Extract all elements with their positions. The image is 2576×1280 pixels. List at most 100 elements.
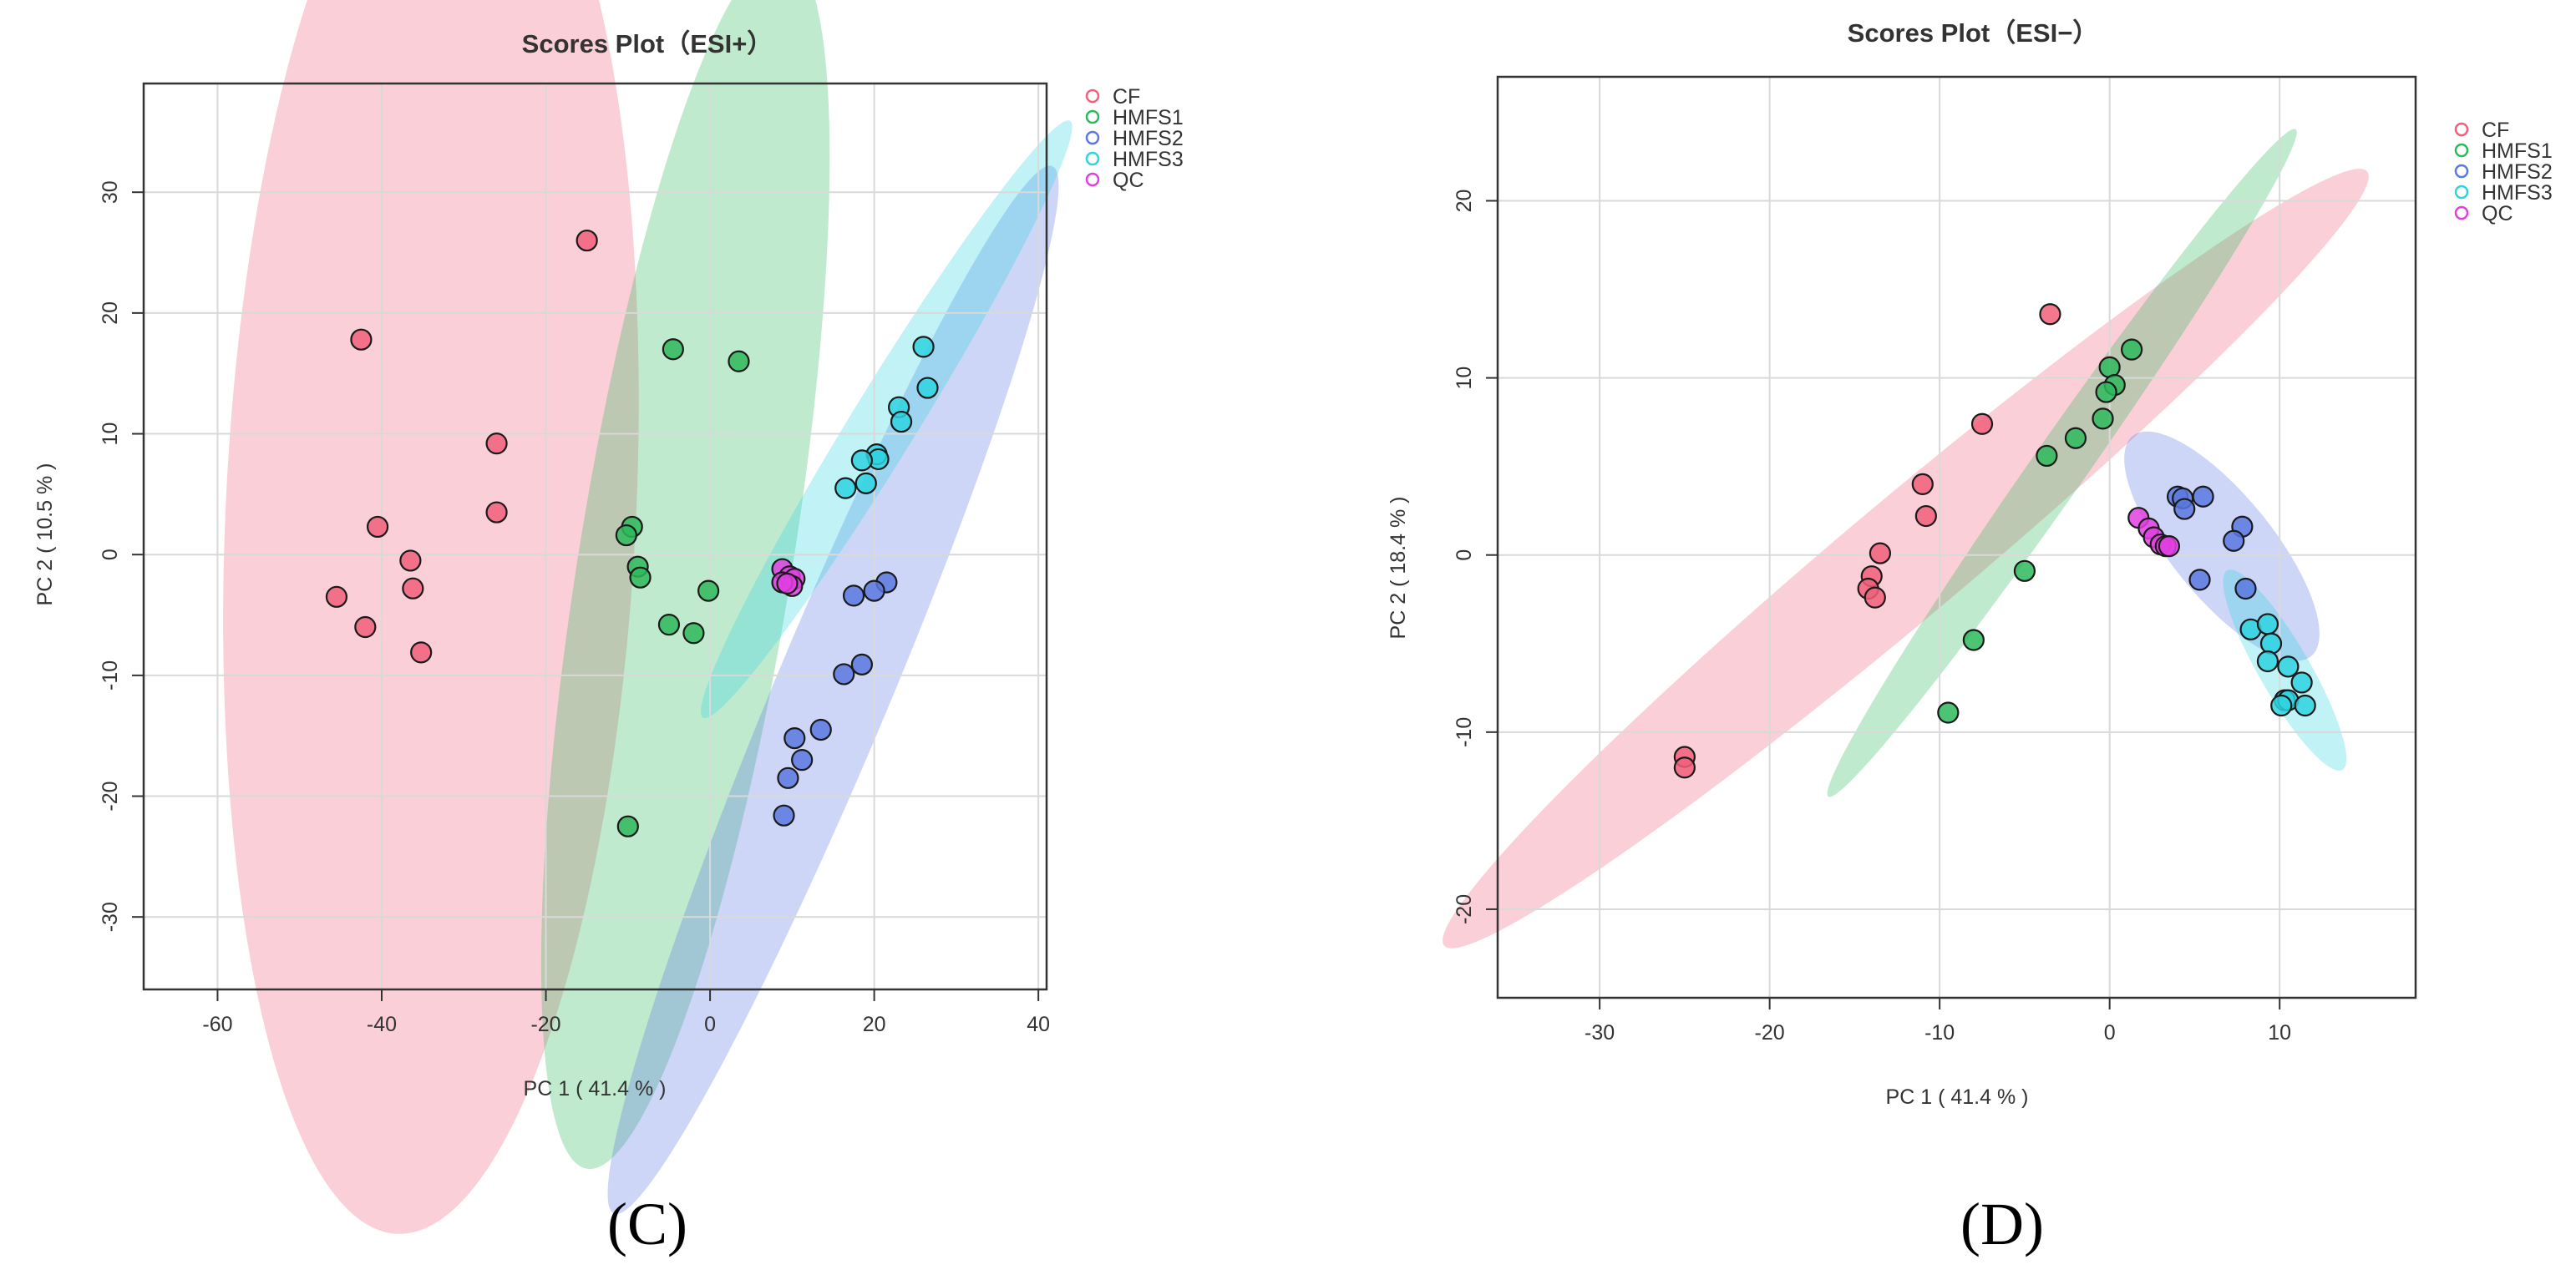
chart-title: Scores Plot（ESI−） [1848,18,2099,48]
x-tick-label: -20 [1755,1021,1785,1045]
legend-marker-hmfs1 [2454,143,2469,158]
x-tick-label: 20 [863,1013,886,1036]
point-hmfs2 [2223,529,2245,552]
point-hmfs1 [2095,381,2117,403]
legend-label-cf: CF [1113,85,1140,109]
x-tick-label: 40 [1027,1013,1050,1036]
point-cf [1911,473,1934,495]
legend-marker-hmfs3 [1085,151,1100,166]
point-hmfs1 [616,815,639,837]
point-hmfs3 [834,477,857,499]
x-tick-label: 10 [2268,1021,2291,1045]
legend-label-hmfs1: HMFS1 [1113,106,1184,129]
point-hmfs1 [1962,629,1985,651]
point-hmfs2 [2188,569,2211,591]
point-hmfs3 [890,410,913,433]
axis-ticks: -30 -20 -10 0 10 -20 -10 0 10 20 [1453,190,2291,1045]
legend-label-hmfs2: HMFS2 [1113,127,1184,150]
point-hmfs3 [2270,694,2293,717]
y-tick-label: -20 [99,781,122,811]
point-cf [354,615,377,639]
point-cf [1673,756,1696,779]
y-tick-label: 0 [99,549,122,560]
y-tick-label: 20 [1453,190,1476,213]
y-tick-label: 10 [1453,367,1476,390]
chart-svg-c: -60 -40 -20 0 20 40 -30 -20 -10 0 10 20 30 Scores Pl… [33,0,1184,1257]
point-hmfs2 [2192,485,2214,508]
legend-label-qc: QC [1113,169,1144,192]
point-hmfs2 [773,804,795,827]
point-hmfs1 [728,350,750,372]
y-tick-label: -30 [99,902,122,932]
point-cf [1869,542,1892,564]
point-hmfs3 [2256,613,2279,635]
point-qc [776,572,799,595]
point-cf [402,577,424,600]
point-cf [410,641,433,664]
point-hmfs2 [863,579,885,602]
panel-caption: (D) [1960,1191,2044,1257]
point-hmfs1 [2064,427,2087,449]
point-hmfs2 [850,653,873,675]
point-cf [1970,412,1994,435]
ellipse-hmfs2 [607,165,1059,1215]
point-hmfs2 [809,718,832,741]
point-hmfs1 [615,524,637,547]
point-hmfs1 [697,579,720,602]
point-hmfs2 [833,663,855,686]
point-hmfs3 [912,336,935,358]
point-hmfs3 [2290,671,2313,694]
point-cf [1914,504,1937,528]
point-hmfs3 [2294,694,2316,717]
y-axis-label: PC 2 ( 18.4 % ) [1387,497,1410,640]
y-axis-label: PC 2 ( 10.5 % ) [33,463,57,606]
point-cf [2039,303,2061,326]
legend-marker-hmfs2 [2454,164,2469,179]
point-cf [325,585,348,608]
legend-label-hmfs3: HMFS3 [1113,148,1184,171]
grid-lines [144,83,1047,989]
point-cf [485,433,508,455]
point-hmfs1 [682,622,705,645]
axis-ticks: -60 -40 -20 0 20 40 -30 -20 -10 0 10 20 30 [99,180,1050,1036]
point-hmfs2 [842,584,865,607]
point-hmfs3 [916,377,939,399]
x-tick-label: -30 [1585,1021,1615,1045]
ellipse-cf [223,0,639,1234]
panel-caption: (C) [607,1191,687,1257]
panel-d-esi-negative: -30 -20 -10 0 10 -20 -10 0 10 20 Scores Plot（ESI−… [1288,0,2576,1276]
point-cf [485,501,508,524]
point-hmfs1 [662,338,684,361]
point-hmfs3 [2277,655,2300,678]
y-tick-label: 20 [99,301,122,325]
legend-marker-qc [2454,205,2469,220]
legend-label-cf: CF [2482,119,2509,142]
point-qc [2158,535,2180,558]
x-tick-label: -10 [1924,1021,1955,1045]
panel-c-esi-positive: -60 -40 -20 0 20 40 -30 -20 -10 0 10 20 30 Scores Pl… [0,0,1288,1276]
legend-marker-qc [1085,172,1100,187]
x-axis-label: PC 1 ( 41.4 % ) [524,1077,667,1100]
legend-label-qc: QC [2482,202,2513,225]
point-cf [1864,586,1886,609]
point-hmfs1 [2036,444,2058,468]
y-tick-label: -10 [1453,717,1476,747]
point-hmfs2 [791,749,814,772]
grid-lines [1498,77,2416,998]
point-hmfs2 [783,726,806,750]
point-hmfs3 [2259,632,2283,655]
point-cf [576,229,598,252]
point-hmfs3 [854,472,877,494]
y-tick-label: 30 [99,180,122,204]
point-hmfs3 [850,449,873,472]
legend-marker-hmfs3 [2454,185,2469,200]
legend-marker-cf [1085,89,1100,104]
x-tick-label: 0 [2104,1021,2116,1045]
plot-frame [142,82,1048,991]
legend-marker-cf [2454,122,2469,137]
point-cf [350,328,373,351]
y-tick-label: 0 [1453,549,1476,561]
point-cf [399,549,422,572]
